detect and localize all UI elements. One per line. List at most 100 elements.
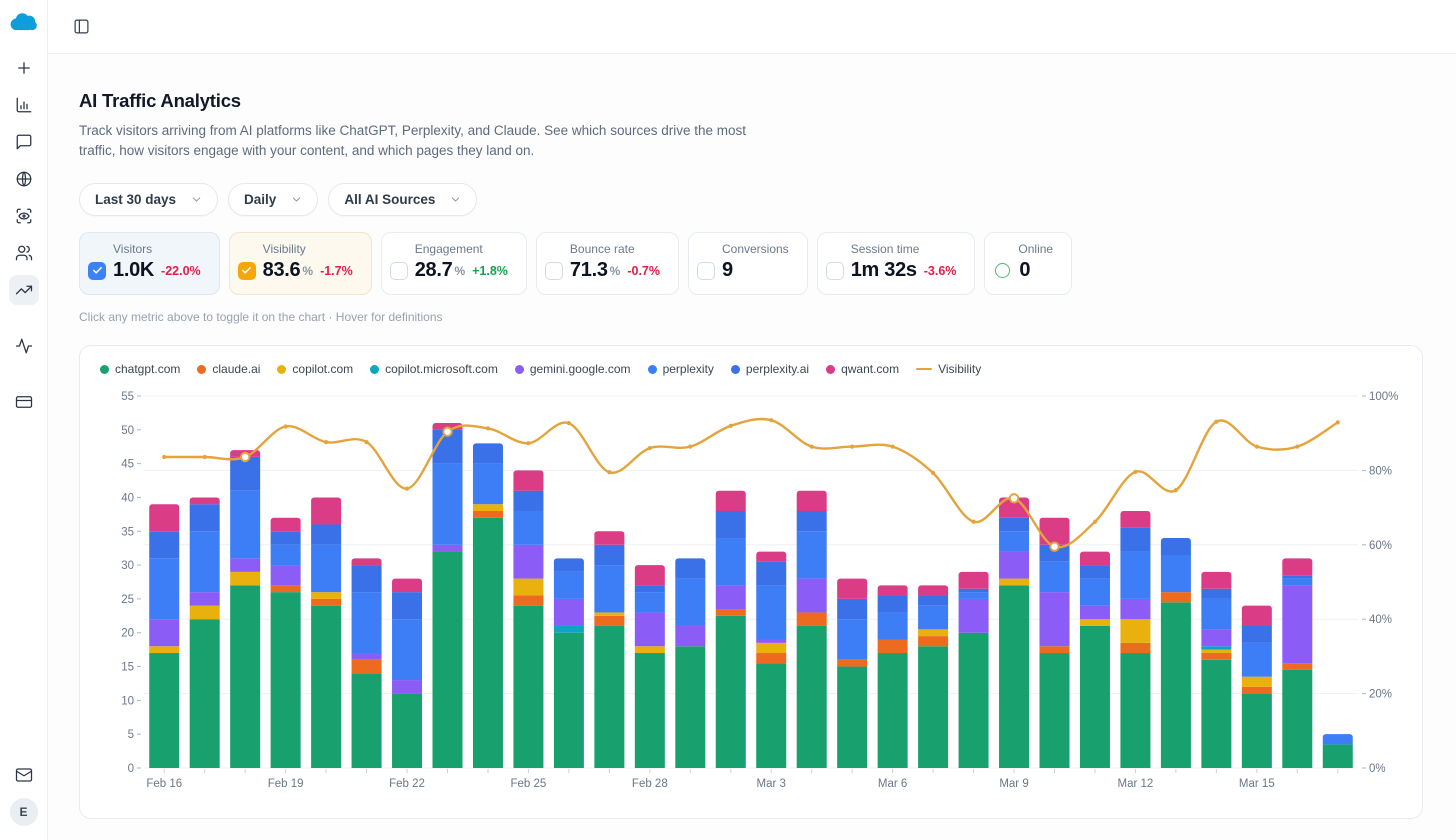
metric-card-session-time[interactable]: Session time 1m 32s -3.6% <box>816 232 976 295</box>
bar-feb-19[interactable] <box>270 517 301 768</box>
sidebar-item-ai-traffic[interactable] <box>8 275 39 305</box>
bar-feb-18[interactable] <box>230 450 261 768</box>
sidebar-item-monitoring[interactable] <box>9 201 39 231</box>
legend-item[interactable]: perplexity <box>647 362 714 376</box>
bar-mar-5[interactable] <box>837 578 868 768</box>
bar-mar-4[interactable] <box>796 490 827 768</box>
bar-mar-10[interactable] <box>1039 517 1070 768</box>
bar-mar-1[interactable] <box>675 558 706 768</box>
bar-mar-11[interactable] <box>1079 551 1110 768</box>
line-point <box>1254 444 1259 449</box>
granularity-select[interactable]: Daily <box>228 183 319 216</box>
metric-value: 1.0K <box>113 259 155 281</box>
sidebar-item-audience[interactable] <box>9 238 39 268</box>
legend-item[interactable]: gemini.google.com <box>514 362 631 376</box>
bar-mar-6[interactable] <box>877 585 908 768</box>
panel-left-icon <box>74 19 88 34</box>
user-avatar[interactable]: E <box>9 798 38 826</box>
metric-label: Conversions <box>721 242 789 256</box>
bar-feb-23[interactable] <box>432 423 463 768</box>
sidebar-item-inbox[interactable] <box>9 760 39 790</box>
metric-label: Session time <box>850 242 920 256</box>
bar-mar-12[interactable] <box>1120 510 1151 768</box>
bar-feb-24[interactable] <box>472 443 503 768</box>
legend-item[interactable]: qwant.com <box>826 362 899 376</box>
checkbox-unchecked[interactable] <box>696 261 715 280</box>
sidebar-item-new[interactable] <box>9 53 39 83</box>
checkbox-checked[interactable] <box>237 261 256 280</box>
legend-label: copilot.com <box>292 362 354 376</box>
bar-mar-2[interactable] <box>715 490 746 768</box>
legend-dot-icon <box>514 364 524 374</box>
line-point <box>364 440 369 445</box>
metric-card-engagement[interactable]: Engagement 28.7 % +1.8% <box>380 232 527 295</box>
left-axis-tick: 10 <box>121 695 134 707</box>
main-content: AI Traffic Analytics Track visitors arri… <box>48 54 1456 840</box>
metric-card-visitors[interactable]: Visitors 1.0K -22.0% <box>79 232 220 295</box>
legend-label: perplexity <box>662 362 714 376</box>
line-point <box>526 441 531 446</box>
line-point <box>404 486 410 491</box>
bar-mar-16[interactable] <box>1282 558 1313 768</box>
legend-item[interactable]: copilot.microsoft.com <box>370 362 498 376</box>
bar-feb-21[interactable] <box>351 558 382 768</box>
page-title: AI Traffic Analytics <box>79 90 241 111</box>
bar-feb-20[interactable] <box>311 497 342 768</box>
traffic-chart[interactable]: 0 5 10 15 20 25 30 35 40 45 50 55 0% 20% 40% 60% 80% 100%… <box>80 384 1422 814</box>
bar-mar-8[interactable] <box>958 571 989 768</box>
checkbox-unchecked[interactable] <box>825 261 844 280</box>
metric-card-conversions[interactable]: Conversions 9 <box>687 232 808 295</box>
legend-item-visibility[interactable]: Visibility <box>916 362 981 376</box>
right-axis-tick: 80% <box>1369 465 1392 477</box>
legend-item[interactable]: chatgpt.com <box>100 362 180 376</box>
bar-feb-16[interactable] <box>149 504 180 768</box>
bar-feb-25[interactable] <box>513 470 544 768</box>
x-axis-label: Mar 9 <box>999 778 1028 790</box>
line-point <box>890 444 895 449</box>
checkbox-unchecked[interactable] <box>544 261 563 280</box>
sidebar-item-web[interactable] <box>9 164 39 194</box>
metric-delta: -3.6% <box>923 263 957 278</box>
activity-icon <box>15 338 32 354</box>
checkbox-unchecked[interactable] <box>389 261 408 280</box>
legend-item[interactable]: copilot.com <box>277 362 353 376</box>
source-select[interactable]: All AI Sources <box>328 183 478 216</box>
sidebar-item-reports[interactable] <box>9 90 39 120</box>
bar-feb-17[interactable] <box>189 497 220 768</box>
left-axis-tick: 40 <box>121 492 134 504</box>
metric-card-visibility[interactable]: Visibility 83.6 % -1.7% <box>228 232 372 295</box>
x-axis-label: Feb 19 <box>268 778 304 790</box>
bar-mar-9[interactable] <box>999 497 1030 768</box>
date-range-select[interactable]: Last 30 days <box>79 183 219 216</box>
line-point <box>202 454 207 460</box>
bar-feb-27[interactable] <box>594 531 625 768</box>
bar-mar-7[interactable] <box>918 585 949 768</box>
sidebar-toggle-button[interactable] <box>66 12 96 42</box>
sidebar-item-billing[interactable] <box>9 387 39 417</box>
line-point <box>324 440 329 445</box>
bar-mar-3[interactable] <box>756 551 787 768</box>
bar-mar-17[interactable] <box>1322 734 1353 768</box>
bar-mar-14[interactable] <box>1201 571 1232 768</box>
metric-value: 71.3 <box>569 259 608 281</box>
bar-mar-15[interactable] <box>1241 605 1272 768</box>
line-point <box>1133 469 1138 474</box>
sidebar-item-messages[interactable] <box>9 127 39 157</box>
bar-feb-22[interactable] <box>392 578 423 768</box>
bar-feb-28[interactable] <box>634 565 665 768</box>
date-range-value: Last 30 days <box>95 192 177 207</box>
legend-label: Visibility <box>938 362 982 376</box>
legend-item[interactable]: claude.ai <box>197 362 260 376</box>
page-description: Track visitors arriving from AI platform… <box>79 123 746 158</box>
scan-eye-icon <box>16 208 31 224</box>
right-axis-tick: 20% <box>1369 689 1392 701</box>
sidebar-item-activity[interactable] <box>9 331 39 361</box>
legend-item[interactable]: perplexity.ai <box>730 362 809 376</box>
metric-card-bounce-rate[interactable]: Bounce rate 71.3 % -0.7% <box>535 232 679 295</box>
bar-feb-26[interactable] <box>553 558 584 768</box>
right-axis-tick: 40% <box>1369 614 1392 626</box>
sidebar: E <box>0 0 48 840</box>
metric-card-online[interactable]: Online 0 <box>984 232 1073 295</box>
bar-mar-13[interactable] <box>1160 538 1191 768</box>
checkbox-checked[interactable] <box>88 261 106 280</box>
